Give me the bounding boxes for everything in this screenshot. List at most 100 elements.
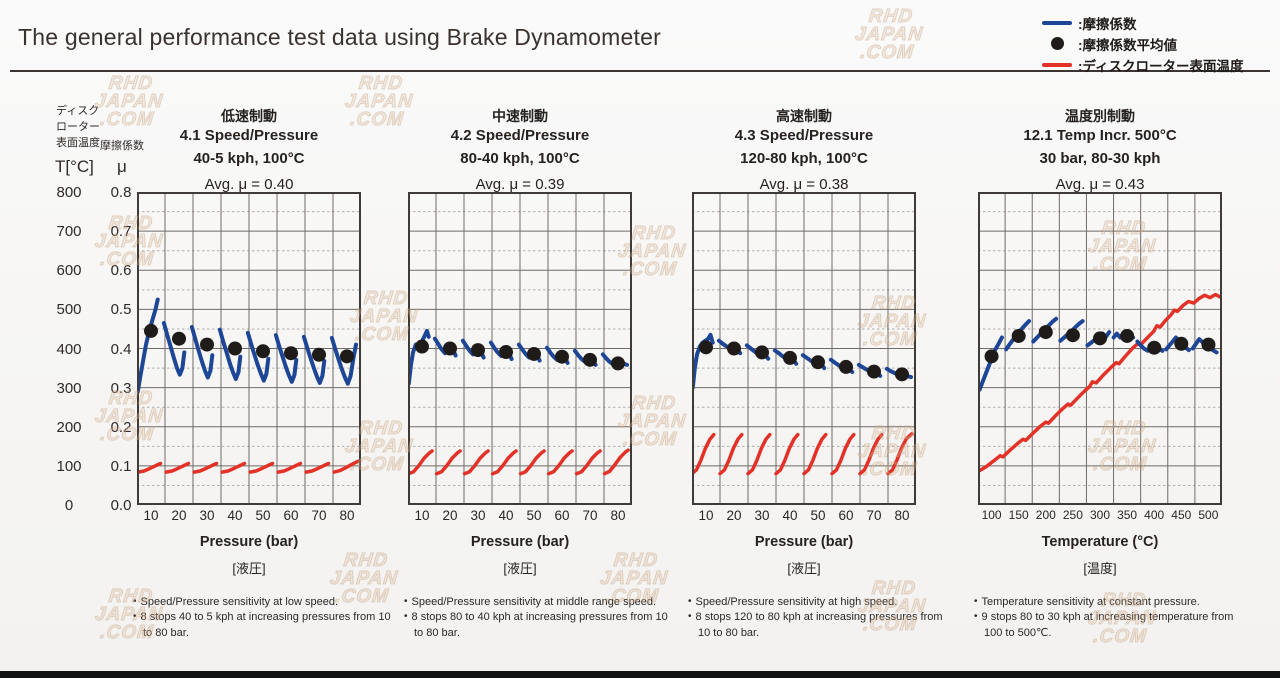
x-tick-label: 60 — [554, 508, 570, 523]
x-tick-label: 70 — [311, 508, 327, 523]
panel-notes: Speed/Pressure sensitivity at low speed.… — [133, 595, 397, 641]
panel-notes: Speed/Pressure sensitivity at high speed… — [688, 595, 956, 641]
temp-tick-label: 600 — [56, 262, 82, 280]
page-title: The general performance test data using … — [18, 24, 661, 50]
mu-tick-label: 0.7 — [110, 223, 132, 241]
mu-tick-label: 0.5 — [110, 301, 132, 319]
temp-axis-name: ディスク ローター 表面温度 — [56, 105, 100, 149]
x-axis-label-jp: [液圧] — [787, 561, 821, 576]
x-tick-label: 60 — [838, 508, 854, 523]
temp-tick-label: 0 — [64, 497, 74, 514]
x-tick-label: 30 — [470, 508, 486, 523]
avg-dot-icon — [1051, 37, 1064, 50]
panel-notes: Speed/Pressure sensitivity at middle ran… — [404, 595, 668, 641]
plot-area — [408, 192, 632, 505]
temp-line-icon — [1042, 62, 1072, 67]
mu-tick-label: 0.8 — [110, 184, 132, 201]
x-axis-label: Pressure (bar) — [754, 534, 854, 550]
x-tick-label: 400 — [1144, 508, 1165, 522]
x-axis-label-jp: [温度] — [1083, 561, 1117, 576]
x-axis-label-jp: [液圧] — [503, 561, 537, 576]
panel-category: 温度別制動 — [1065, 108, 1135, 124]
x-tick-labels: 10 20 30 40 50 60 70 80 — [408, 508, 632, 524]
x-tick-label: 50 — [810, 508, 826, 523]
x-tick-label: 20 — [442, 508, 458, 523]
x-tick-label: 80 — [894, 508, 910, 523]
friction-line-icon — [1042, 20, 1072, 25]
note-item: Speed/Pressure sensitivity at low speed. — [133, 595, 397, 610]
legend: :摩擦係数 :摩擦係数平均値 :ディスクローター表面温度 — [1042, 12, 1244, 75]
note-item: Temperature sensitivity at constant pres… — [974, 595, 1254, 610]
x-axis-label: Pressure (bar) — [470, 534, 570, 550]
chart-panel-temp-increase: 温度別制動 12.1 Temp Incr. 500°C 30 bar, 80-3… — [978, 106, 1233, 666]
note-item: Speed/Pressure sensitivity at middle ran… — [404, 595, 668, 610]
temp-tick-label: 700 — [56, 223, 82, 241]
legend-item-friction: :摩擦係数 — [1042, 12, 1244, 33]
x-tick-label: 200 — [1035, 508, 1056, 522]
x-tick-label: 350 — [1117, 508, 1138, 522]
x-tick-label: 70 — [866, 508, 882, 523]
panel-notes: Temperature sensitivity at constant pres… — [974, 595, 1254, 641]
panel-condition: 40-5 kph, 100°C — [193, 150, 305, 167]
panel-condition: 30 bar, 80-30 kph — [1039, 150, 1161, 167]
panel-condition: 80-40 kph, 100°C — [460, 150, 580, 167]
panel-condition: 120-80 kph, 100°C — [740, 150, 868, 167]
mu-axis-unit: μ — [117, 157, 127, 176]
panel-test-id: 12.1 Temp Incr. 500°C — [1023, 127, 1177, 144]
panel-test-id: 4.2 Speed/Pressure — [450, 127, 590, 144]
panel-category: 中速制動 — [492, 108, 548, 124]
panel-test-id: 4.1 Speed/Pressure — [179, 127, 319, 144]
temp-tick-label: 200 — [56, 418, 82, 436]
x-tick-label: 50 — [255, 508, 271, 523]
note-item: 9 stops 80 to 30 kph at increasing tempe… — [974, 610, 1254, 641]
mu-tick-label: 0.1 — [110, 457, 132, 475]
x-tick-label: 30 — [199, 508, 215, 523]
x-tick-label: 250 — [1062, 508, 1083, 522]
x-tick-labels: 100 150 200 250 300 350 400 450 500 — [978, 508, 1222, 524]
plot-area — [137, 192, 361, 505]
temp-tick-label: 100 — [56, 457, 82, 475]
x-tick-labels: 10 20 30 40 50 60 70 80 — [692, 508, 916, 524]
temp-tick-label: 800 — [56, 184, 82, 201]
title-underline — [10, 70, 1270, 72]
x-tick-label: 10 — [698, 508, 714, 523]
x-tick-label: 300 — [1089, 508, 1111, 522]
x-tick-label: 500 — [1198, 508, 1219, 522]
x-tick-label: 10 — [143, 508, 159, 523]
panel-test-id: 4.3 Speed/Pressure — [734, 127, 874, 144]
watermark: RHD JAPAN .COM — [853, 6, 925, 64]
x-tick-label: 70 — [582, 508, 598, 523]
legend-item-rotor-temp: :ディスクローター表面温度 — [1042, 54, 1244, 75]
x-tick-label: 20 — [171, 508, 187, 523]
x-tick-label: 40 — [498, 508, 514, 523]
x-tick-label: 100 — [981, 508, 1002, 522]
temp-axis-unit: T[°C] — [55, 157, 94, 176]
x-axis-label: Temperature (°C) — [1041, 534, 1159, 550]
note-item: 8 stops 40 to 5 kph at increasing pressu… — [133, 610, 397, 641]
plot-area — [692, 192, 916, 505]
x-tick-label: 20 — [726, 508, 742, 523]
panel-avg-mu: Avg. μ = 0.43 — [1055, 176, 1145, 193]
x-axis-label-jp: [液圧] — [232, 561, 266, 576]
panel-avg-mu: Avg. μ = 0.38 — [759, 176, 849, 193]
x-tick-label: 50 — [526, 508, 542, 523]
x-axis-label: Pressure (bar) — [199, 534, 299, 550]
temp-tick-label: 500 — [56, 301, 82, 319]
chart-panel-low-speed: 低速制動 4.1 Speed/Pressure 40-5 kph, 100°C … — [137, 106, 391, 666]
note-item: 8 stops 120 to 80 kph at increasing pres… — [688, 610, 956, 641]
mu-tick-label: 0.3 — [110, 379, 132, 397]
note-item: 8 stops 80 to 40 kph at increasing press… — [404, 610, 668, 641]
temp-tick-label: 400 — [56, 340, 82, 358]
bottom-bar — [0, 671, 1280, 678]
x-tick-label: 80 — [339, 508, 355, 523]
panel-avg-mu: Avg. μ = 0.39 — [475, 176, 565, 193]
note-item: Speed/Pressure sensitivity at high speed… — [688, 595, 956, 610]
panel-category: 高速制動 — [776, 108, 832, 124]
x-tick-label: 450 — [1171, 508, 1192, 522]
mu-tick-label: 0.0 — [110, 497, 132, 514]
plot-area — [978, 192, 1222, 505]
chart-panel-high-speed: 高速制動 4.3 Speed/Pressure 120-80 kph, 100°… — [692, 106, 943, 666]
x-tick-label: 30 — [754, 508, 770, 523]
x-tick-label: 10 — [414, 508, 430, 523]
mu-tick-label: 0.6 — [110, 262, 132, 280]
